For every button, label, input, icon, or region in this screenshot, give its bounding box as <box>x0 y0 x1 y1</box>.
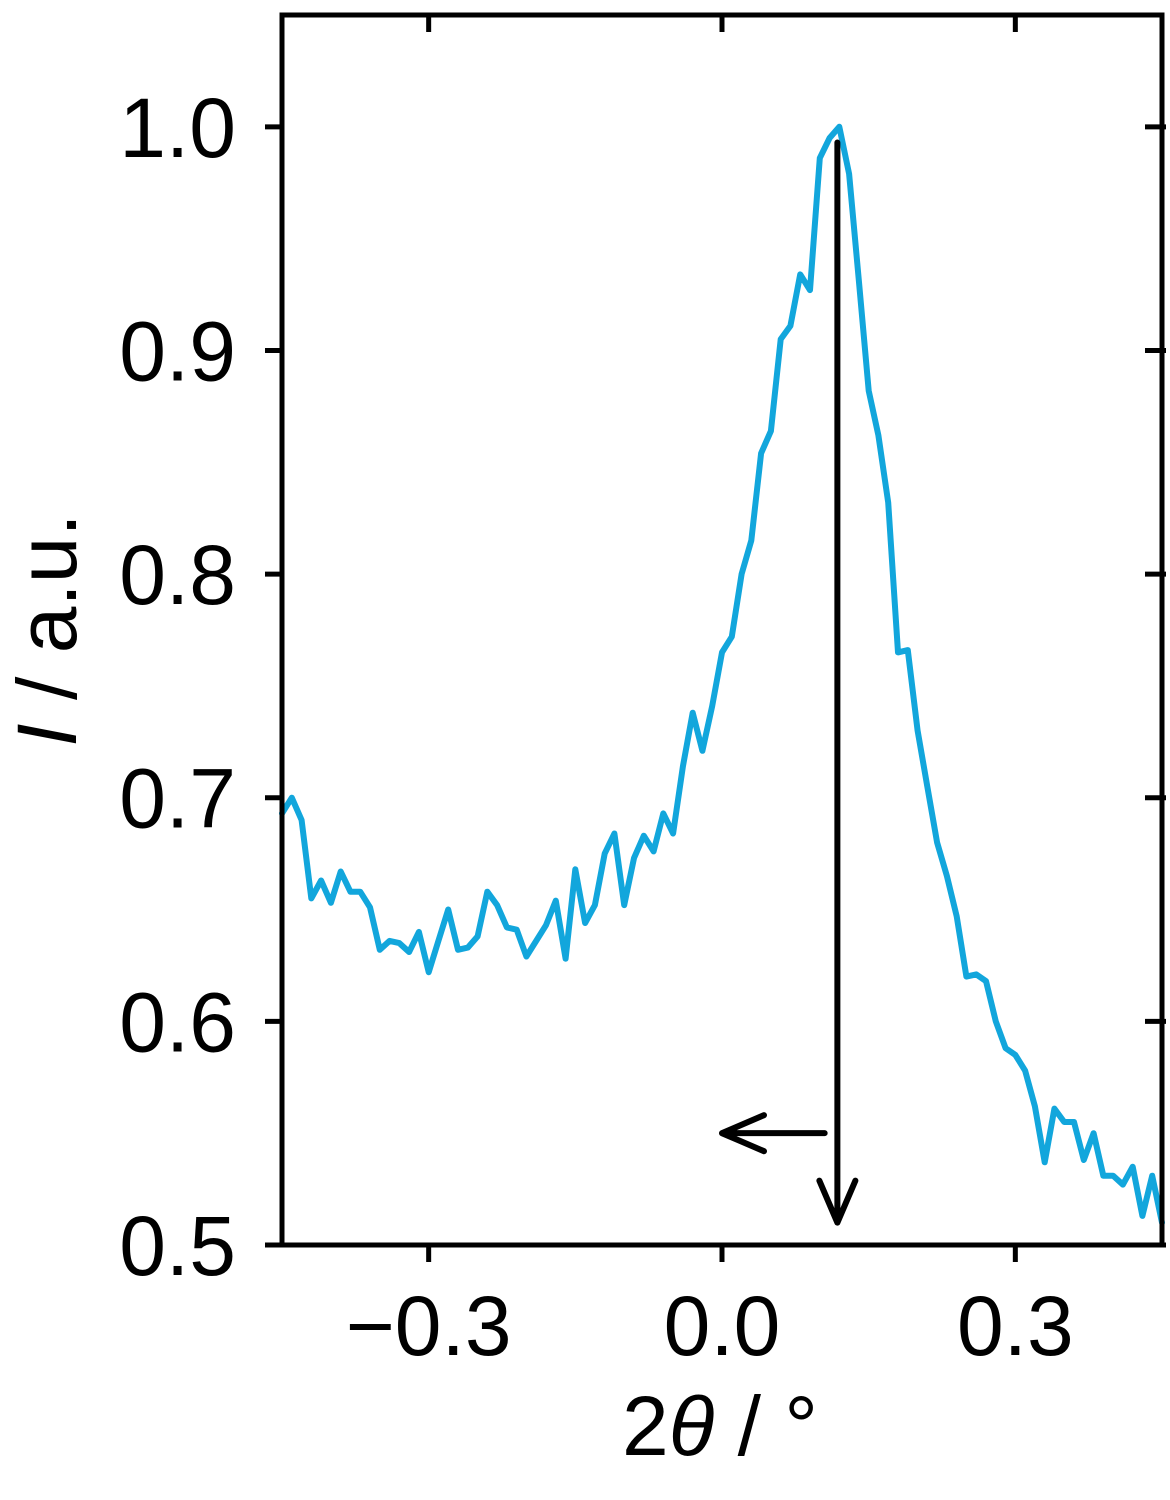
tick-labels: −0.3 0.0 0.3 0.5 0.6 0.7 0.8 0.9 1.0 <box>119 81 1074 1373</box>
plot-frame <box>279 12 1165 1248</box>
tick-marks <box>265 13 1166 1262</box>
x-axis-label-number: 2 <box>622 1379 669 1473</box>
vertical-arrow <box>816 139 859 1226</box>
y-tick-label: 0.5 <box>119 1199 236 1293</box>
annotations <box>719 139 859 1226</box>
x-tick-label: 0.3 <box>957 1279 1074 1373</box>
y-tick-label: 0.7 <box>119 752 236 846</box>
left-arrow <box>719 1112 828 1155</box>
x-tick-label: 0.0 <box>664 1279 781 1373</box>
y-axis-label-unit: / a.u. <box>0 513 94 723</box>
y-axis-label: I / a.u. <box>0 513 94 746</box>
x-axis-label: 2θ / ° <box>622 1379 818 1473</box>
y-tick-label: 1.0 <box>119 81 236 175</box>
x-axis-label-unit: / ° <box>714 1379 818 1473</box>
y-tick-label: 0.9 <box>119 304 236 398</box>
y-tick-label: 0.6 <box>119 975 236 1069</box>
x-tick-label: −0.3 <box>346 1279 512 1373</box>
series-line <box>279 123 1165 1226</box>
y-axis-label-symbol: I <box>0 723 94 746</box>
y-tick-label: 0.8 <box>119 528 236 622</box>
x-axis-label-symbol: θ <box>669 1379 715 1473</box>
